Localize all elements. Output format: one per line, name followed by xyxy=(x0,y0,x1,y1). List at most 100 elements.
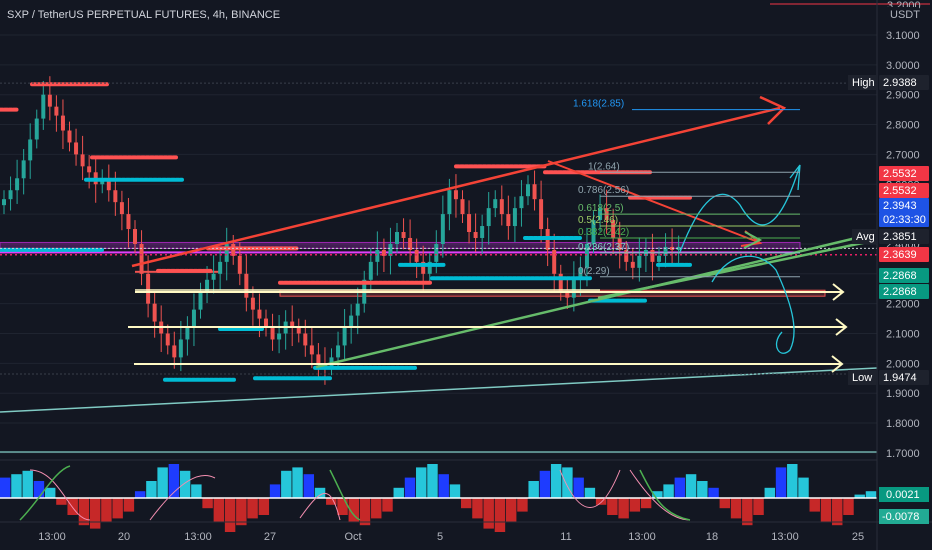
osc-bar xyxy=(832,498,843,526)
fib-label: 0.382(2.42) xyxy=(578,227,629,238)
candle-body xyxy=(637,255,642,268)
candle-body xyxy=(290,321,295,328)
price-badge-value: 1.9474 xyxy=(883,372,917,384)
oscillator-pane xyxy=(0,459,877,532)
candle-body xyxy=(244,273,249,298)
candle-body xyxy=(87,166,92,173)
osc-bar xyxy=(787,464,798,498)
candle-body xyxy=(264,318,268,328)
candle-body xyxy=(467,214,472,233)
osc-bar xyxy=(303,474,315,498)
candle-body xyxy=(460,199,465,215)
osc-bar xyxy=(0,477,11,498)
candle-body xyxy=(512,208,517,227)
price-badge-bg xyxy=(879,183,929,198)
y-tick-label: 2.0000 xyxy=(886,358,920,370)
candle-body xyxy=(146,273,151,304)
candle-body xyxy=(316,354,321,364)
price-badge-bg xyxy=(879,247,929,262)
price-badge-value: 2.5532 xyxy=(883,168,917,180)
price-badge-bg xyxy=(879,198,929,213)
candle-body xyxy=(106,178,111,191)
candle-body xyxy=(663,246,668,256)
x-tick-label: 27 xyxy=(264,531,276,543)
projection-curve xyxy=(711,255,795,354)
osc-bar xyxy=(460,498,472,509)
candle-body xyxy=(47,94,52,107)
osc-badge-bg xyxy=(879,487,929,502)
candle-body xyxy=(421,261,426,274)
candle-body xyxy=(172,345,177,358)
candle-body xyxy=(139,243,144,274)
candle-body xyxy=(624,249,629,262)
white-arrow-head xyxy=(831,355,844,373)
candle-body xyxy=(427,261,432,274)
candle-body xyxy=(368,261,373,280)
candle-body xyxy=(519,196,524,209)
osc-bar xyxy=(224,498,236,532)
candle-body xyxy=(499,199,504,215)
price-badge-bg xyxy=(879,212,929,227)
candle-body xyxy=(250,297,255,310)
price-badge-value: 2.2868 xyxy=(883,270,917,282)
candle-body xyxy=(395,232,399,244)
price-badge: 1.9474 Low xyxy=(848,370,929,385)
candle-body xyxy=(388,243,393,256)
fib-label: 1.618(2.85) xyxy=(573,99,624,110)
candle-body xyxy=(126,214,131,230)
candle-body xyxy=(408,237,413,250)
osc-bar xyxy=(629,498,641,512)
candle-body xyxy=(336,345,341,358)
osc-bar xyxy=(427,464,438,498)
candle-body xyxy=(571,279,576,298)
fib-label: 0.786(2.56) xyxy=(578,185,629,196)
candle-body xyxy=(355,303,360,316)
x-tick-label: Oct xyxy=(344,531,361,543)
osc-bar xyxy=(44,487,56,498)
candle-body xyxy=(578,267,583,280)
price-badge-bg xyxy=(879,75,929,90)
candle-body xyxy=(74,142,79,155)
fib-label: 0(2.29) xyxy=(578,266,610,277)
candle-body xyxy=(506,214,511,227)
candle-body xyxy=(526,184,530,197)
osc-badge-value: 0.0021 xyxy=(886,489,920,501)
price-badge-value: 02:33:30 xyxy=(883,214,926,226)
osc-bar xyxy=(663,484,674,498)
osc-bar xyxy=(595,498,607,505)
osc-bar xyxy=(843,498,854,515)
osc-bar xyxy=(404,477,416,498)
time-axis[interactable]: 13:00 20 13:00 27 Oct 5 11 13:00 18 13:00 25 xyxy=(0,521,932,543)
candle-body xyxy=(375,249,380,262)
candle-body xyxy=(565,291,570,298)
osc-bar xyxy=(89,498,101,529)
candle-body xyxy=(532,184,537,200)
osc-signal-line xyxy=(29,469,691,521)
price-badge: 2.9388 High xyxy=(848,75,929,90)
osc-badge-value: -0.0078 xyxy=(882,511,919,523)
green-trend-line xyxy=(315,231,878,369)
candle-body xyxy=(41,94,46,119)
candle-body xyxy=(257,309,262,319)
osc-bar xyxy=(494,498,506,532)
candle-body xyxy=(630,261,635,268)
candle-body xyxy=(205,279,210,292)
y-tick-label: 2.1000 xyxy=(886,329,920,341)
osc-bar xyxy=(618,498,629,519)
fib-levels: 1.618(2.85)1(2.64)0.786(2.56)0.618(2.5)0… xyxy=(573,99,800,278)
osc-bar xyxy=(550,464,562,498)
osc-bar xyxy=(292,467,303,498)
candle-body xyxy=(303,333,308,346)
osc-fast-line xyxy=(19,465,691,521)
price-badge: 02:33:30 xyxy=(879,212,929,227)
red-trend-line xyxy=(131,106,781,268)
osc-bar xyxy=(67,498,78,515)
candle-body xyxy=(584,243,589,268)
red-descending-line xyxy=(547,160,759,243)
chart-title: SXP / TetherUS PERPETUAL FUTURES, 4h, BI… xyxy=(7,9,280,21)
candle-body xyxy=(198,291,203,310)
y-tick-label: 2.7000 xyxy=(886,149,920,161)
osc-bar xyxy=(472,498,483,519)
candle-body xyxy=(21,160,26,179)
